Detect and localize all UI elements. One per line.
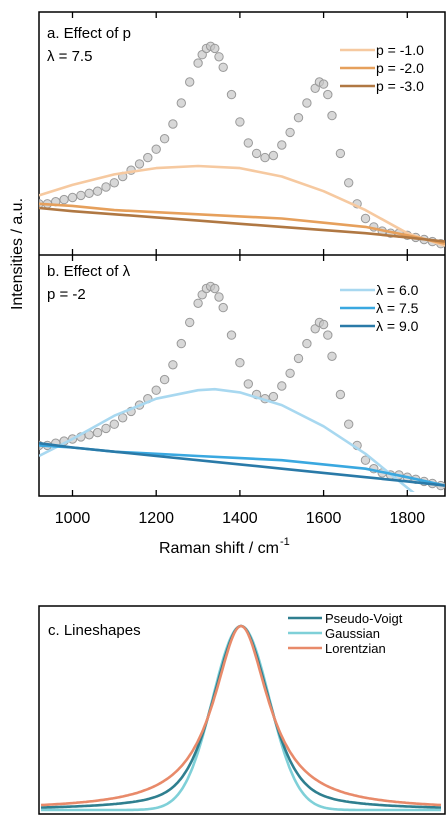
data-point (176, 98, 187, 108)
data-point (268, 150, 279, 161)
legend-label-3: p = -3.0 (376, 78, 424, 94)
legend-label-1: p = -1.0 (376, 42, 424, 58)
panel-a-subtitle: λ = 7.5 (47, 48, 92, 65)
series-line-2 (39, 202, 445, 245)
data-point (318, 319, 329, 330)
data-point (323, 330, 333, 340)
x-tick-label: 1600 (306, 510, 342, 527)
panel-c-frame (38, 605, 446, 815)
data-point (159, 134, 170, 144)
panel-a-title: a. Effect of p (47, 25, 131, 42)
data-point (235, 358, 245, 368)
data-point (360, 213, 371, 224)
data-point (302, 338, 312, 349)
panel-c-title: c. Lineshapes (48, 622, 141, 639)
data-point (168, 360, 178, 370)
data-point (335, 148, 346, 159)
data-point (168, 119, 178, 129)
data-point (251, 148, 262, 159)
data-point (143, 152, 153, 163)
legend-label-c-3: Lorentzian (325, 641, 386, 656)
panel-b: λ = 6.0 λ = 7.5 λ = 9.0 (39, 281, 445, 492)
data-point (151, 385, 161, 395)
data-point (185, 77, 195, 87)
legend-label-3: λ = 9.0 (376, 318, 419, 334)
axis-ticks: 1000 1200 1400 1600 1800 (55, 12, 425, 527)
data-point (243, 138, 254, 148)
data-point (268, 391, 279, 402)
data-point (277, 381, 287, 391)
data-point (210, 43, 220, 54)
data-point (214, 292, 224, 302)
legend-label-1: λ = 6.0 (376, 282, 419, 298)
data-point (327, 351, 337, 361)
data-point (151, 144, 161, 154)
data-point (327, 110, 337, 121)
legend-label-c-2: Gaussian (325, 626, 380, 641)
x-tick-label: 1400 (222, 510, 258, 527)
data-point (226, 89, 237, 100)
data-point (344, 178, 354, 188)
data-point (277, 140, 287, 150)
data-point (185, 317, 195, 328)
legend-label-2: p = -2.0 (376, 60, 424, 76)
data-point (159, 374, 170, 385)
data-point (67, 192, 78, 203)
panel-b-subtitle: p = -2 (47, 286, 86, 303)
data-point (285, 368, 295, 378)
data-point (318, 79, 329, 89)
data-point (176, 338, 187, 349)
data-point (335, 389, 346, 400)
series-line-3 (39, 441, 445, 487)
lineshape-lorentzian (40, 624, 442, 807)
x-axis-label-sup: -1 (280, 536, 290, 548)
data-point (214, 52, 224, 62)
data-point (302, 98, 312, 108)
data-point (92, 186, 103, 196)
data-point (260, 152, 270, 163)
data-point (92, 427, 103, 438)
legend-label-c-1: Pseudo-Voigt (325, 611, 403, 626)
y-axis-label: Intensities / a.u. (9, 198, 26, 310)
data-point (84, 188, 94, 199)
series-line-1 (39, 387, 415, 492)
data-point (235, 117, 245, 127)
x-tick-label: 1000 (55, 510, 91, 527)
data-point (59, 194, 69, 205)
series-line-1 (39, 164, 445, 248)
data-point (210, 283, 220, 294)
data-point (218, 62, 228, 73)
x-axis-label: Raman shift / cm (159, 540, 279, 557)
panel-ab-frame (38, 11, 446, 497)
data-point (323, 89, 333, 100)
legend-label-2: λ = 7.5 (376, 300, 419, 316)
data-point (243, 379, 254, 389)
data-point (76, 190, 86, 201)
data-point (310, 324, 320, 334)
data-point (101, 423, 111, 434)
data-point (193, 58, 203, 68)
data-point (293, 113, 304, 123)
panel-b-title: b. Effect of λ (47, 263, 131, 280)
panel-a: p = -1.0 p = -2.0 p = -3.0 (39, 41, 445, 249)
data-point (285, 127, 295, 138)
data-point (293, 353, 304, 364)
data-point (134, 159, 145, 169)
series-line-3 (39, 206, 445, 243)
data-point (109, 419, 120, 429)
data-point (344, 419, 354, 429)
data-point (193, 298, 203, 308)
data-point (218, 302, 228, 313)
data-point (109, 178, 120, 188)
data-point (360, 455, 371, 465)
x-tick-label: 1800 (390, 510, 426, 527)
data-point (226, 330, 237, 340)
x-tick-label: 1200 (138, 510, 174, 527)
data-point (101, 182, 111, 192)
